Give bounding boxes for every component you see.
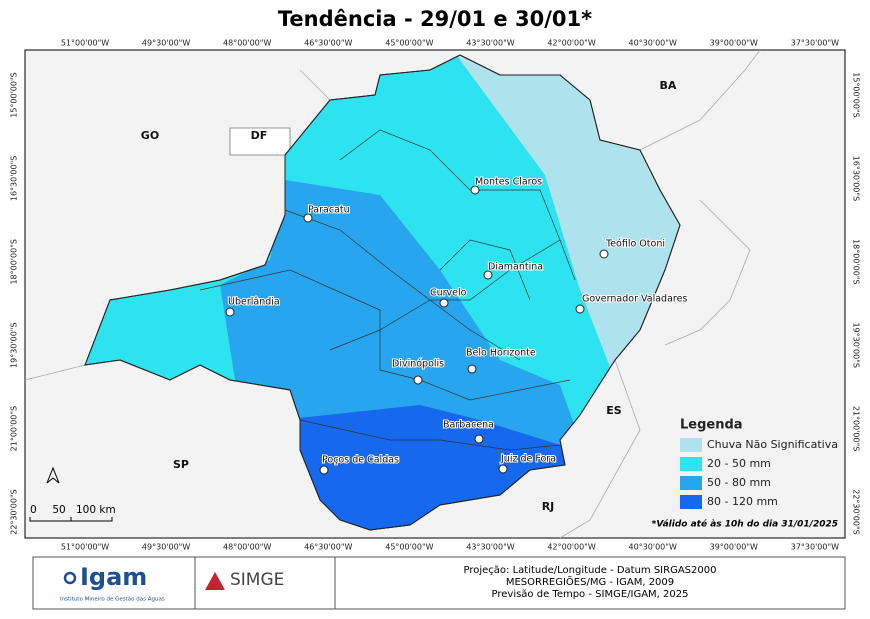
footer-line: Previsão de Tempo - SIMGE/IGAM, 2025 [492, 589, 689, 600]
longitude-label: 48°00'00"W [223, 543, 271, 552]
legend-label: 50 - 80 mm [707, 476, 771, 489]
scale-label: 0 [30, 504, 37, 516]
legend-swatch [680, 476, 702, 490]
latitude-label: 21°00'00"S [10, 406, 19, 452]
latitude-label: 21°00'00"S [852, 406, 861, 452]
longitude-label: 39°00'00"W [710, 39, 758, 48]
city-marker [498, 464, 508, 474]
latitude-label: 19°30'00"S [852, 322, 861, 368]
city-label: Governador Valadares [582, 294, 687, 305]
city-marker [225, 307, 235, 317]
longitude-label: 37°30'00"W [791, 39, 839, 48]
igam-logo: Igam [80, 563, 147, 591]
footer-line: Projeção: Latitude/Longitude - Datum SIR… [464, 565, 717, 576]
igam-subtitle: Instituto Mineiro de Gestão das Águas [60, 596, 165, 603]
legend-swatch [680, 457, 702, 471]
longitude-label: 46°30'00"W [304, 543, 352, 552]
validity-note: *Válido até às 10h do dia 31/01/2025 [652, 519, 838, 530]
city-marker [483, 270, 493, 280]
city-label: Juiz de Fora [500, 454, 556, 465]
city-marker [467, 364, 477, 374]
latitude-label: 18°00'00"S [10, 239, 19, 285]
simge-logo: SIMGE [230, 570, 284, 590]
scale-label: 50 [52, 504, 65, 516]
longitude-label: 48°00'00"W [223, 39, 271, 48]
longitude-label: 49°30'00"W [142, 543, 190, 552]
longitude-label: 40°30'00"W [629, 543, 677, 552]
longitude-label: 45°00'00"W [385, 543, 433, 552]
city-marker [439, 298, 449, 308]
latitude-label: 15°00'00"S [852, 72, 861, 118]
title: Tendência - 29/01 e 30/01* [278, 7, 592, 31]
legend-title: Legenda [680, 418, 743, 433]
legend-swatch [680, 495, 702, 509]
north-arrow [46, 466, 60, 484]
longitude-label: 43°30'00"W [466, 543, 514, 552]
igam-logo-icon [63, 571, 77, 585]
state-label: SP [173, 458, 189, 471]
longitude-label: 37°30'00"W [791, 543, 839, 552]
state-label: DF [251, 129, 268, 142]
zone-50-80 [220, 180, 585, 455]
state-label: ES [606, 404, 622, 417]
city-label: Teófilo Otoni [605, 239, 665, 250]
city-label: Divinópolis [392, 359, 444, 370]
latitude-label: 18°00'00"S [852, 239, 861, 285]
latitude-label: 15°00'00"S [10, 72, 19, 118]
latitude-label: 22°30'00"S [852, 489, 861, 535]
legend-swatch [680, 438, 702, 452]
city-marker [413, 375, 423, 385]
longitude-label: 45°00'00"W [385, 39, 433, 48]
longitude-label: 51°00'00"W [61, 39, 109, 48]
longitude-label: 43°30'00"W [466, 39, 514, 48]
city-label: Belo Horizonte [466, 348, 536, 359]
latitude-label: 16°30'00"S [10, 156, 19, 202]
legend: Legenda Chuva Não Significativa 20 - 50 m… [680, 418, 838, 509]
scale-label: 100 km [76, 504, 116, 516]
longitude-label: 49°30'00"W [142, 39, 190, 48]
legend-label: 20 - 50 mm [707, 457, 771, 470]
city-label: Paracatu [308, 205, 350, 216]
city-label: Barbacena [443, 420, 494, 431]
longitude-label: 46°30'00"W [304, 39, 352, 48]
city-label: Montes Claros [475, 177, 542, 188]
scale-bar [29, 517, 113, 522]
latitude-label: 19°30'00"S [10, 322, 19, 368]
zone-80-120 [280, 405, 570, 530]
city-marker [319, 465, 329, 475]
state-label: GO [141, 129, 159, 142]
legend-label: 80 - 120 mm [707, 495, 778, 508]
city-label: Poços de Caldas [322, 455, 399, 466]
footer-line: MESORREGIÕES/MG - IGAM, 2009 [506, 575, 674, 588]
longitude-label: 42°00'00"W [547, 543, 595, 552]
city-label: Diamantina [488, 262, 543, 273]
legend-label: Chuva Não Significativa [707, 438, 838, 451]
latitude-label: 22°30'00"S [10, 489, 19, 535]
city-marker [470, 185, 480, 195]
city-label: Uberlândia [228, 297, 280, 308]
city-marker [599, 249, 609, 259]
latitude-label: 16°30'00"S [852, 156, 861, 202]
city-label: Curvelo [430, 288, 467, 299]
longitude-label: 42°00'00"W [547, 39, 595, 48]
city-marker [303, 213, 313, 223]
mg-outline [84, 54, 681, 531]
state-label: BA [660, 79, 677, 92]
longitude-label: 51°00'00"W [61, 543, 109, 552]
footer-box [32, 556, 846, 610]
state-borders [24, 49, 761, 539]
simge-logo-icon [205, 572, 225, 590]
city-marker [474, 434, 484, 444]
city-marker [575, 304, 585, 314]
state-label: RJ [542, 500, 555, 513]
longitude-label: 39°00'00"W [710, 543, 758, 552]
longitude-label: 40°30'00"W [629, 39, 677, 48]
